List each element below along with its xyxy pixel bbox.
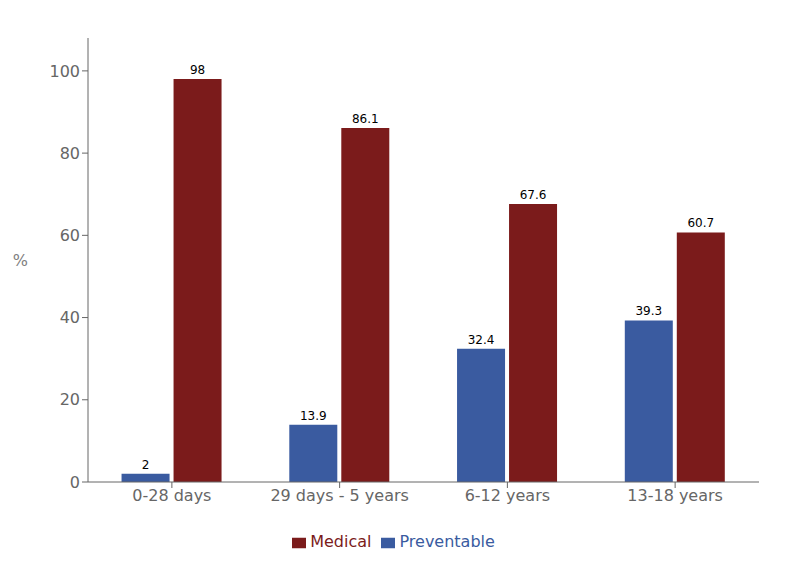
svg-text:2: 2 [142,458,150,472]
svg-text:0-28 days: 0-28 days [132,486,211,505]
svg-text:%: % [13,251,28,270]
svg-text:67.6: 67.6 [520,188,547,202]
html-text:Preventable: Preventable [399,532,495,551]
svg-text:80: 80 [60,144,80,163]
svg-text:6-12 years: 6-12 years [465,486,550,505]
svg-text:60: 60 [60,226,80,245]
svg-text:29 days - 5 years: 29 days - 5 years [270,486,408,505]
svg-text:86.1: 86.1 [352,112,379,126]
svg-text:60.7: 60.7 [687,216,714,230]
svg-text:32.4: 32.4 [468,333,495,347]
svg-text:13.9: 13.9 [300,409,327,423]
svg-text:39.3: 39.3 [635,304,662,318]
svg-text:13-18 years: 13-18 years [627,486,723,505]
svg-text:98: 98 [190,63,205,77]
svg-text:100: 100 [49,62,80,81]
svg-text:0: 0 [70,473,80,492]
html-text:Medical: Medical [310,532,372,551]
svg-text:20: 20 [60,390,80,409]
svg-text:40: 40 [60,308,80,327]
